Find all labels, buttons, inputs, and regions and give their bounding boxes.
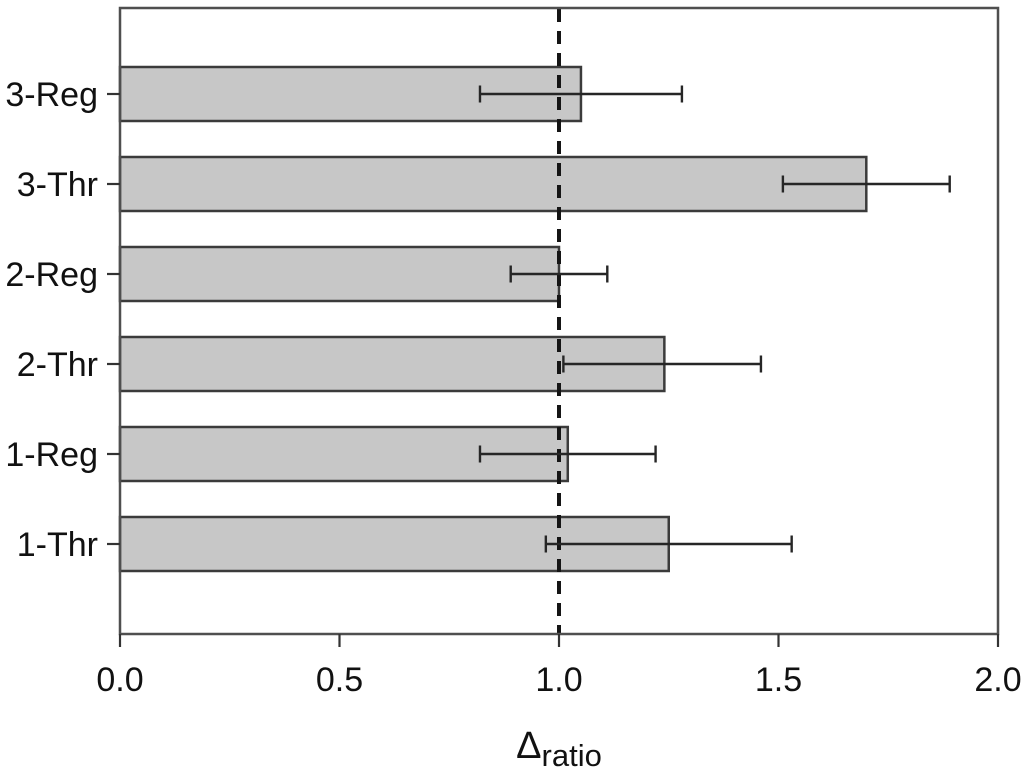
x-tick-label-1.5: 1.5: [755, 661, 802, 699]
x-tick-label-2.0: 2.0: [974, 661, 1021, 699]
x-axis-title-subscript: ratio: [542, 738, 602, 769]
x-tick-label-0.0: 0.0: [96, 661, 143, 699]
y-axis-label-2-reg: 2-Reg: [5, 256, 98, 294]
y-axis-label-2-thr: 2-Thr: [17, 346, 98, 384]
x-axis-title: Δratio: [516, 725, 602, 769]
x-tick-label-1.0: 1.0: [535, 661, 582, 699]
y-axis-label-1-reg: 1-Reg: [5, 436, 98, 474]
y-axis-label-3-thr: 3-Thr: [17, 166, 98, 204]
y-axis-label-3-reg: 3-Reg: [5, 76, 98, 114]
x-tick-label-0.5: 0.5: [316, 661, 363, 699]
y-axis-label-1-thr: 1-Thr: [17, 526, 98, 564]
bar-3-thr: [118, 155, 868, 213]
x-axis-title-main: Δ: [516, 725, 541, 767]
bar-2-reg: [118, 245, 561, 303]
